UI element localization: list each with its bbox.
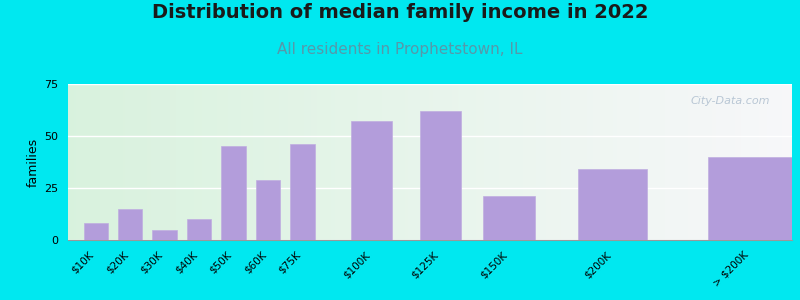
Y-axis label: families: families	[27, 137, 40, 187]
Bar	[118, 209, 142, 240]
Bar	[153, 230, 177, 240]
Bar	[222, 146, 246, 240]
Bar	[483, 196, 535, 240]
Text: All residents in Prophetstown, IL: All residents in Prophetstown, IL	[278, 42, 522, 57]
Bar	[187, 219, 211, 240]
Bar	[420, 111, 461, 240]
Bar	[578, 169, 647, 240]
Bar	[707, 157, 794, 240]
Text: City-Data.com: City-Data.com	[690, 97, 770, 106]
Bar	[256, 180, 280, 240]
Bar	[290, 144, 314, 240]
Bar	[83, 224, 108, 240]
Text: Distribution of median family income in 2022: Distribution of median family income in …	[152, 3, 648, 22]
Bar	[350, 122, 392, 240]
